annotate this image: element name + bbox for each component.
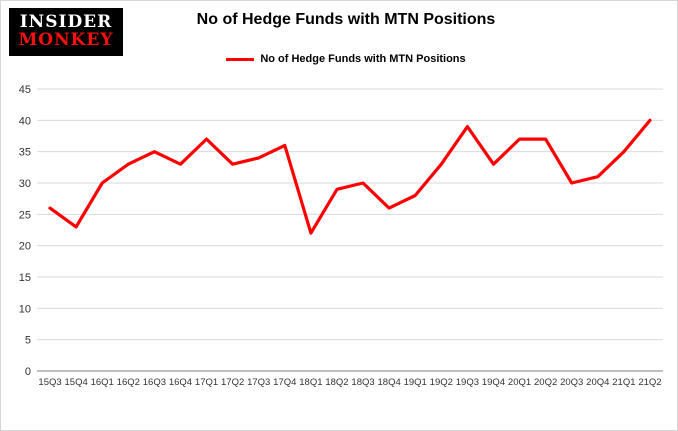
- x-axis-tick-label: 19Q4: [482, 377, 505, 388]
- y-axis-tick-label: 25: [19, 209, 31, 221]
- x-axis-tick-label: 20Q2: [534, 377, 557, 388]
- x-axis-tick-label: 16Q4: [169, 377, 192, 388]
- x-axis-tick-label: 21Q1: [612, 377, 635, 388]
- y-axis-tick-label: 15: [19, 272, 31, 284]
- y-axis-tick-label: 35: [19, 147, 31, 159]
- x-axis-tick-label: 17Q3: [247, 377, 270, 388]
- y-axis-tick-label: 40: [19, 115, 31, 127]
- chart-header: No of Hedge Funds with MTN Positions No …: [136, 11, 556, 65]
- legend: No of Hedge Funds with MTN Positions: [136, 53, 556, 65]
- x-axis-tick-label: 20Q1: [508, 377, 531, 388]
- x-axis-tick-label: 19Q3: [456, 377, 479, 388]
- insider-monkey-logo: INSIDER MONKEY: [9, 8, 123, 56]
- y-axis-tick-label: 45: [19, 84, 31, 96]
- x-axis-tick-label: 17Q1: [195, 377, 218, 388]
- series-line: [48, 118, 652, 235]
- legend-label: No of Hedge Funds with MTN Positions: [260, 53, 466, 65]
- y-axis-tick-label: 10: [19, 303, 31, 315]
- y-axis-tick-label: 5: [25, 335, 31, 347]
- x-axis-tick-label: 16Q1: [91, 377, 114, 388]
- x-axis-tick-label: 15Q4: [65, 377, 88, 388]
- chart-title: No of Hedge Funds with MTN Positions: [196, 11, 496, 28]
- x-axis-tick-label: 18Q1: [299, 377, 322, 388]
- x-axis-tick-label: 15Q3: [38, 377, 61, 388]
- y-axis-tick-label: 30: [19, 178, 31, 190]
- x-axis-tick-label: 18Q2: [325, 377, 348, 388]
- logo-insider-text: INSIDER: [19, 12, 113, 33]
- y-axis-tick-label: 0: [25, 366, 31, 378]
- x-axis-tick-label: 19Q1: [404, 377, 427, 388]
- y-axis-tick-label: 20: [19, 241, 31, 253]
- x-axis-tick-label: 20Q3: [560, 377, 583, 388]
- x-axis-tick-label: 20Q4: [586, 377, 609, 388]
- x-axis-tick-label: 17Q4: [273, 377, 296, 388]
- x-axis-tick-label: 18Q3: [351, 377, 374, 388]
- x-axis-tick-label: 17Q2: [221, 377, 244, 388]
- x-axis-tick-label: 18Q4: [378, 377, 401, 388]
- x-axis-tick-label: 19Q2: [430, 377, 453, 388]
- legend-line-sample: [226, 57, 255, 61]
- x-axis-tick-label: 16Q2: [117, 377, 140, 388]
- logo-monkey-text: MONKEY: [18, 30, 114, 50]
- x-axis-tick-label: 21Q2: [638, 377, 661, 388]
- x-axis-tick-label: 16Q3: [143, 377, 166, 388]
